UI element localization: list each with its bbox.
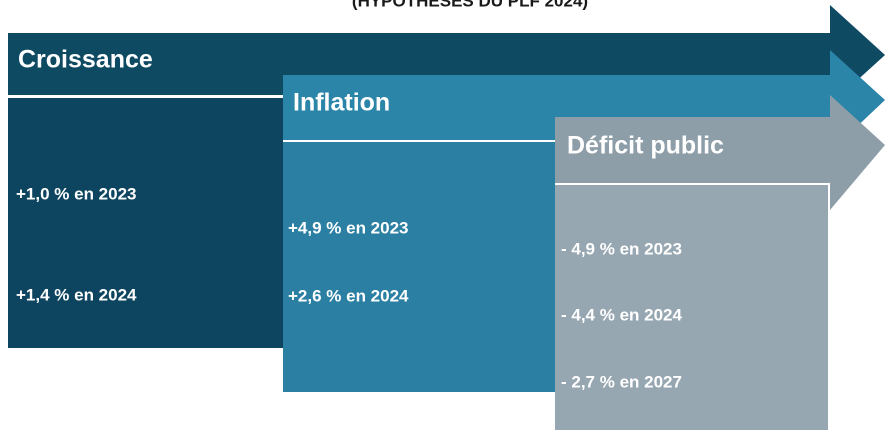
box-deficit [555,185,828,430]
column-line: +2,6 % en 2024 [288,286,409,305]
column-line: - 4,9 % en 2023 [561,239,682,258]
column-line: +1,4 % en 2024 [16,285,137,304]
column-line: +4,9 % en 2023 [288,218,409,237]
arrow-deficit [555,95,885,210]
box-inflation [283,142,555,392]
column-title: Inflation [293,89,390,117]
column-title: Déficit public [567,132,724,160]
column-line: +1,0 % en 2023 [16,184,137,203]
column-title: Croissance [18,46,153,74]
title: (HYPOTHÈSES DU PLF 2024) [352,0,588,10]
box-croissance [8,98,283,348]
column-line: - 2,7 % en 2027 [561,372,682,391]
column-line: - 4,4 % en 2024 [561,305,683,324]
